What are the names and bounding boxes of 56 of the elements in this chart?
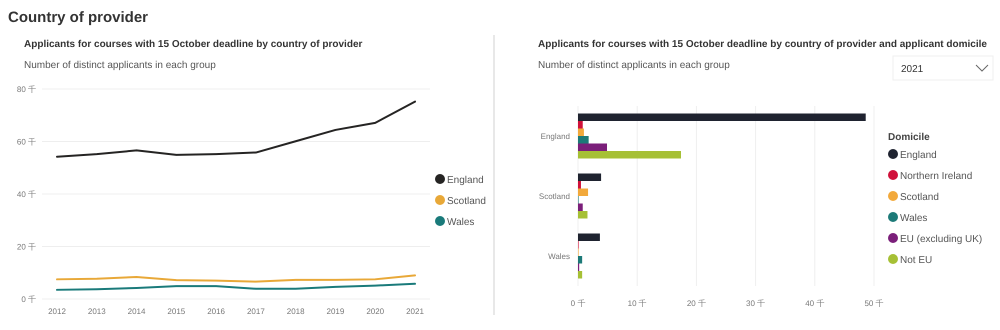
legend-label: England [447, 175, 484, 186]
bar [578, 271, 582, 278]
y-tick-label: 20 千 [16, 242, 36, 252]
chart-title: Applicants for courses with 15 October deadline by country of provider and applicant domicile [538, 39, 988, 50]
bar [578, 188, 588, 196]
line-series [56, 100, 416, 158]
bar [578, 114, 866, 121]
bar [578, 211, 588, 218]
y-tick-label: Wales [548, 252, 570, 261]
x-tick-label: 20 千 [686, 299, 706, 308]
line-series [56, 282, 416, 291]
y-tick-label: Scotland [538, 192, 570, 201]
chart-title: Applicants for courses with 15 October deadline by country of provider [24, 39, 363, 50]
y-tick-label: England [540, 132, 570, 141]
legend-label: Not EU [900, 255, 932, 266]
legend-label: Scotland [900, 192, 939, 203]
chart-subtitle: Number of distinct applicants in each group [24, 60, 216, 71]
legend-label: EU (excluding UK) [900, 234, 982, 245]
x-tick-label: 2019 [326, 307, 345, 316]
x-tick-label: 2015 [167, 307, 186, 316]
line-series [56, 274, 416, 283]
bar [578, 121, 583, 128]
x-tick-label: 2018 [286, 307, 306, 316]
legend-label: Wales [900, 213, 928, 224]
x-tick-label: 2020 [366, 307, 385, 316]
x-tick-label: 2013 [88, 307, 106, 316]
x-tick-label: 40 千 [805, 299, 824, 308]
text: Country of provider [8, 9, 148, 26]
y-tick-label: 80 千 [16, 85, 36, 94]
x-tick-label: 2014 [128, 307, 146, 316]
bar [578, 234, 600, 241]
bar [578, 151, 682, 158]
bar [578, 128, 584, 136]
bar [578, 144, 608, 151]
y-tick-label: 40 千 [16, 190, 36, 199]
bar [578, 174, 602, 181]
x-tick-label: 0 千 [570, 299, 586, 308]
x-tick-label: 10 千 [628, 299, 647, 308]
bar [578, 136, 589, 144]
x-tick-label: 2017 [246, 307, 266, 316]
x-tick-label: 2021 [406, 307, 424, 316]
text: 2021 [901, 64, 924, 75]
bar [578, 181, 581, 188]
x-tick-label: 2012 [48, 307, 66, 316]
legend-label: Scotland [447, 196, 486, 207]
legend-label: Northern Ireland [900, 171, 972, 182]
legend-label: Wales [447, 217, 474, 228]
legend-label: England [900, 150, 937, 161]
y-tick-label: 60 千 [16, 138, 36, 146]
legend-title: Domicile [888, 132, 930, 143]
x-tick-label: 50 千 [864, 299, 884, 308]
x-tick-label: 2016 [207, 307, 226, 316]
bar [578, 256, 582, 264]
x-tick-label: 30 千 [746, 299, 766, 308]
bar [578, 204, 583, 211]
chart-subtitle: Number of distinct applicants in each group [538, 60, 730, 71]
